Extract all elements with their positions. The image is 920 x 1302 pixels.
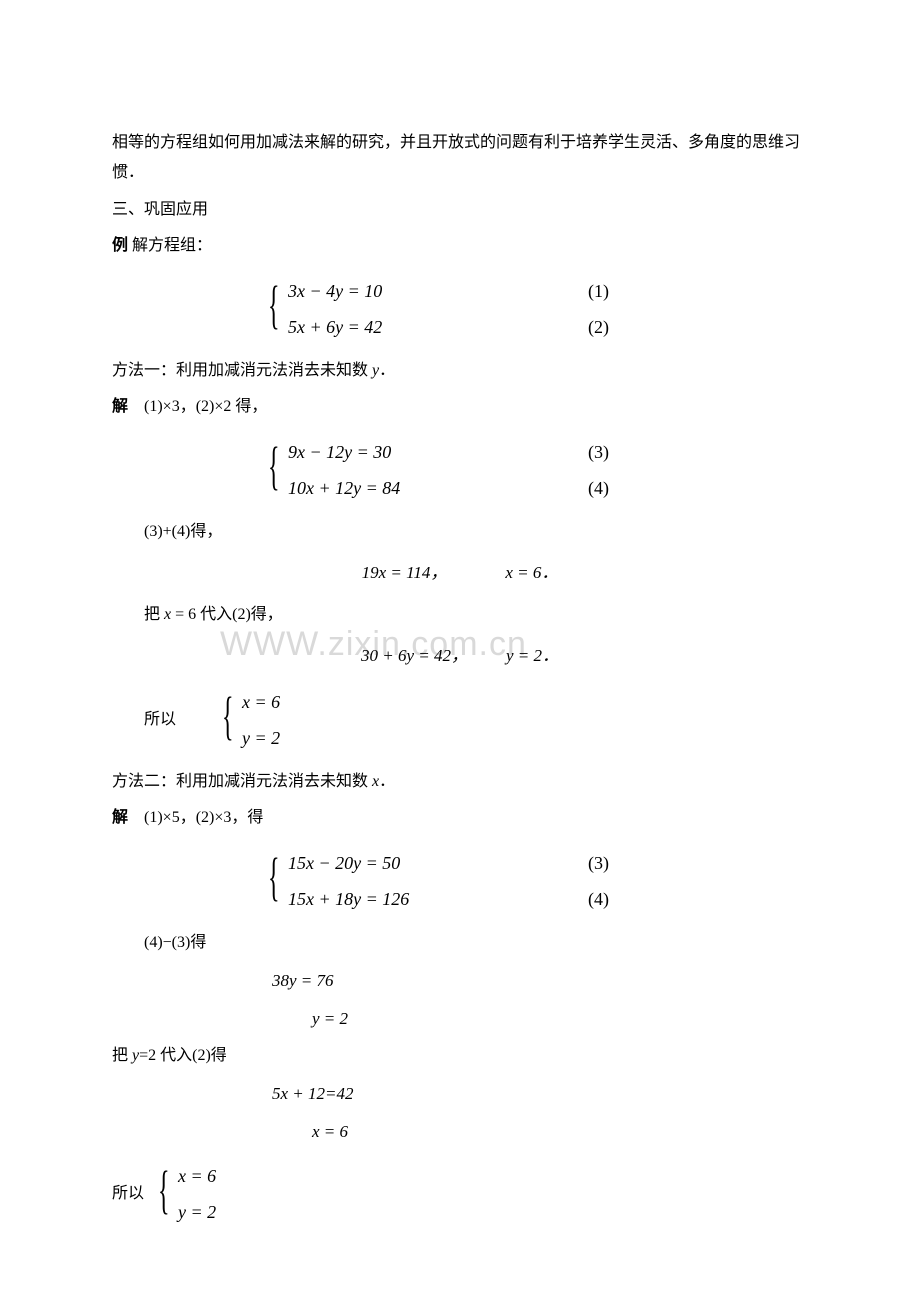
example-label: 例 — [112, 237, 128, 254]
sys3-line2: 15x + 18y = 126 — [288, 889, 409, 909]
m2-text-c: ． — [379, 773, 395, 790]
method1-intro: 方法一：利用加减消元法消去未知数 y． — [112, 356, 808, 386]
so-label-1: 所以 — [112, 705, 176, 735]
method2-intro: 方法二：利用加减消元法消去未知数 x． — [112, 767, 808, 797]
sub-a: 把 — [144, 606, 164, 623]
sys1-num1: (1) — [588, 274, 648, 308]
solution-1: 所以 x = 6 y = 2 — [112, 683, 808, 757]
eq3: 38y = 76 — [112, 965, 808, 997]
solve-step1: 解 (1)×3，(2)×2 得， — [112, 392, 808, 422]
sys2-num2: (4) — [588, 471, 648, 505]
substitute-step: 把 x = 6 代入(2)得， — [112, 600, 808, 630]
eq1b: x = 6． — [505, 563, 558, 582]
eq-result-2: 30 + 6y = 42， y = 2． — [112, 640, 808, 672]
eq4: y = 2 — [112, 1003, 808, 1035]
eq2b: y = 2． — [506, 646, 559, 665]
eq6: x = 6 — [112, 1116, 808, 1148]
step-sub: (4)−(3)得 — [112, 928, 808, 958]
eq2a: 30 + 6y = 42， — [361, 646, 468, 665]
sys1-line2: 5x + 6y = 42 — [288, 317, 382, 337]
example-prompt: 例 解方程组： — [112, 231, 808, 261]
sub-c: = 6 代入(2)得， — [171, 606, 283, 623]
solve-label-2: 解 — [112, 809, 128, 826]
document-content: 相等的方程组如何用加减法来解的研究，并且开放式的问题有利于培养学生灵活、多角度的… — [112, 128, 808, 1231]
sys2-line1: 9x − 12y = 30 — [288, 442, 391, 462]
sys3-num2: (4) — [588, 882, 648, 916]
solve-label: 解 — [112, 398, 128, 415]
substitute-step-2: 把 y=2 代入(2)得 — [112, 1041, 808, 1071]
sol2-x: x = 6 — [178, 1159, 216, 1193]
eq-result-1: 19x = 114， x = 6． — [112, 557, 808, 589]
sol2-y: y = 2 — [178, 1195, 216, 1229]
sys3-num1: (3) — [588, 846, 648, 880]
equation-system-1: 3x − 4y = 10 (1) 5x + 6y = 42 (2) — [112, 272, 808, 346]
section-heading: 三、巩固应用 — [112, 195, 808, 225]
step-add: (3)+(4)得， — [112, 517, 808, 547]
sys1-num2: (2) — [588, 310, 648, 344]
eq5: 5x + 12=42 — [112, 1078, 808, 1110]
sys2-num1: (3) — [588, 435, 648, 469]
solve-step2: 解 (1)×5，(2)×3，得 — [112, 803, 808, 833]
m1-text-a: 方法一：利用加减消元法消去未知数 — [112, 362, 372, 379]
sys1-line1: 3x − 4y = 10 — [288, 281, 382, 301]
equation-system-3: 15x − 20y = 50 (3) 15x + 18y = 126 (4) — [112, 844, 808, 918]
sys2-line2: 10x + 12y = 84 — [288, 478, 400, 498]
sol-y: y = 2 — [210, 721, 280, 755]
sys3-line1: 15x − 20y = 50 — [288, 853, 400, 873]
sub2-c: =2 代入(2)得 — [139, 1047, 227, 1064]
m2-text-a: 方法二：利用加减消元法消去未知数 — [112, 773, 372, 790]
m1-text-c: ． — [379, 362, 395, 379]
sol-x: x = 6 — [210, 685, 280, 719]
so-label-2: 所以 — [112, 1179, 144, 1209]
example-text: 解方程组： — [128, 237, 212, 254]
solve-text: (1)×3，(2)×2 得， — [128, 398, 267, 415]
equation-system-2: 9x − 12y = 30 (3) 10x + 12y = 84 (4) — [112, 433, 808, 507]
sub2-a: 把 — [112, 1047, 132, 1064]
solution-2: 所以 x = 6 y = 2 — [112, 1157, 808, 1231]
eq1a: 19x = 114， — [362, 563, 448, 582]
solve-text-2: (1)×5，(2)×3，得 — [128, 809, 263, 826]
paragraph-intro: 相等的方程组如何用加减法来解的研究，并且开放式的问题有利于培养学生灵活、多角度的… — [112, 128, 808, 189]
